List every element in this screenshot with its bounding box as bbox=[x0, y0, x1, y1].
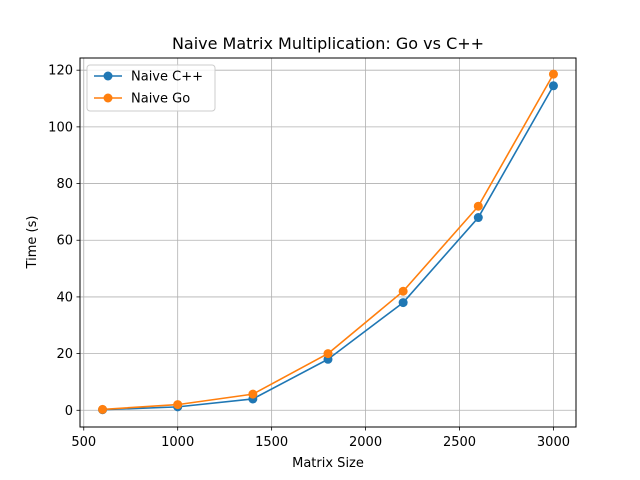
legend-label-go: Naive Go bbox=[131, 92, 190, 107]
y-tick-label: 80 bbox=[56, 177, 73, 192]
data-point-go bbox=[323, 349, 333, 359]
data-point-cpp bbox=[473, 213, 483, 223]
data-point-go bbox=[98, 404, 108, 414]
x-tick-label: 500 bbox=[71, 435, 96, 450]
legend-marker-cpp bbox=[103, 71, 113, 81]
y-tick-label: 40 bbox=[56, 290, 73, 305]
data-point-go bbox=[548, 69, 558, 79]
data-point-go bbox=[398, 286, 408, 296]
x-tick-label: 3000 bbox=[537, 435, 570, 450]
x-axis-label: Matrix Size bbox=[292, 456, 364, 471]
chart-title: Naive Matrix Multiplication: Go vs C++ bbox=[172, 34, 484, 53]
x-tick-label: 1500 bbox=[255, 435, 288, 450]
x-tick-label: 1000 bbox=[161, 435, 194, 450]
data-point-cpp bbox=[398, 298, 408, 308]
data-point-cpp bbox=[548, 81, 558, 91]
series-markers bbox=[98, 69, 558, 415]
grid bbox=[80, 58, 576, 427]
data-point-go bbox=[248, 389, 258, 399]
legend-marker-go bbox=[103, 93, 113, 103]
data-point-go bbox=[173, 400, 183, 410]
y-tick-label: 60 bbox=[56, 234, 73, 249]
x-tick-label: 2000 bbox=[349, 435, 382, 450]
y-tick-label: 0 bbox=[65, 404, 73, 419]
legend: Naive C++ Naive Go bbox=[86, 64, 216, 112]
y-tick-label: 20 bbox=[56, 347, 73, 362]
y-tick-label: 100 bbox=[48, 120, 73, 135]
data-point-go bbox=[473, 201, 483, 211]
y-tick-label: 120 bbox=[48, 64, 73, 79]
axis-ticks: 500 1000 1500 2000 2500 3000 0 20 40 60 80 100 120 bbox=[48, 64, 570, 450]
y-axis-label: Time (s) bbox=[25, 216, 40, 270]
x-tick-label: 2500 bbox=[443, 435, 476, 450]
plot-area-frame bbox=[79, 57, 577, 428]
legend-label-cpp: Naive C++ bbox=[131, 70, 203, 85]
